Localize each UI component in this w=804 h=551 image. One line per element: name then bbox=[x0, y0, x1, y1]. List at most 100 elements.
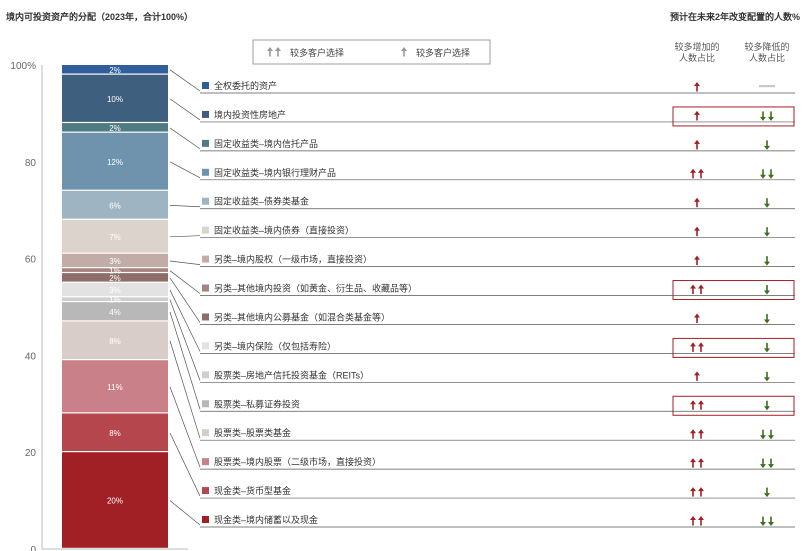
category-label: 另类–境内股权（一级市场，直接投资） bbox=[214, 254, 372, 265]
category-label: 现金类–境内储蓄以及现金 bbox=[214, 514, 318, 525]
decrease-arrow-icon bbox=[764, 198, 770, 208]
category-label: 境内投资性房地产 bbox=[214, 109, 286, 120]
category-row: 固定收益类–境内债券（直接投资） bbox=[169, 225, 795, 239]
category-rows: 全权委托的资产境内投资性房地产固定收益类–境内信托产品固定收益类–境内银行理财产… bbox=[169, 69, 795, 528]
category-swatch bbox=[202, 342, 209, 350]
decrease-arrow-icon bbox=[764, 285, 770, 295]
segment-value-label: 2% bbox=[109, 66, 121, 75]
decrease-arrow-icon bbox=[768, 429, 774, 440]
bar-segment bbox=[62, 65, 168, 74]
category-swatch bbox=[202, 313, 209, 321]
increase-arrow-icon bbox=[698, 516, 704, 526]
increase-arrow-icon bbox=[690, 168, 696, 179]
connector-line bbox=[169, 69, 201, 92]
segment-value-label: 2% bbox=[109, 124, 121, 133]
category-label: 固定收益类–境内银行理财产品 bbox=[214, 167, 336, 178]
highlight-box bbox=[672, 395, 795, 416]
increase-arrow-icon bbox=[694, 197, 700, 208]
decrease-arrow-icon bbox=[760, 516, 766, 526]
connector-line bbox=[169, 161, 201, 179]
category-label: 固定收益类–境内债券（直接投资） bbox=[214, 225, 354, 236]
decrease-arrow-icon bbox=[768, 169, 774, 179]
connector-line bbox=[169, 299, 201, 381]
bar-segment bbox=[62, 74, 168, 122]
category-label: 另类–境内保险（仅包括寿险） bbox=[214, 340, 336, 351]
category-row: 现金类–货币型基金 bbox=[169, 432, 795, 499]
connector-line bbox=[169, 98, 201, 121]
category-row: 全权委托的资产 bbox=[169, 69, 795, 94]
increase-arrow-icon bbox=[690, 429, 696, 439]
increase-arrow-icon bbox=[698, 342, 704, 352]
increase-arrow-icon bbox=[698, 429, 704, 439]
legend-single-arrow-icon bbox=[401, 47, 407, 57]
category-label: 另类–其他境内投资（如黄金、衍生品、收藏品等） bbox=[214, 283, 417, 294]
category-row: 另类–其他境内投资（如黄金、衍生品、收藏品等） bbox=[169, 270, 795, 301]
connector-line bbox=[169, 270, 201, 294]
category-swatch bbox=[202, 139, 209, 147]
segment-value-label: 12% bbox=[107, 158, 123, 167]
bar-segment bbox=[62, 123, 168, 132]
category-row: 固定收益类–债券类基金 bbox=[169, 196, 795, 210]
stacked-bar: 20%8%11%8%4%1%3%2%1%3%7%6%12%2%10%2% bbox=[62, 65, 168, 548]
increase-arrow-icon bbox=[698, 487, 704, 497]
bar-segment bbox=[62, 273, 168, 282]
increase-arrow-icon bbox=[694, 313, 700, 323]
category-label: 股票类–房地产信托投资基金（REITs） bbox=[214, 369, 369, 380]
decrease-arrow-icon bbox=[764, 227, 770, 237]
chart-title: 境内可投资资产的分配（2023年，合计100%） bbox=[6, 11, 193, 22]
increase-arrow-icon bbox=[698, 458, 704, 468]
connector-line bbox=[169, 127, 201, 150]
increase-arrow-icon bbox=[698, 284, 704, 295]
increase-arrow-icon bbox=[690, 400, 696, 410]
increase-arrow-icon bbox=[694, 226, 700, 237]
category-swatch bbox=[202, 400, 209, 408]
no-change-dash bbox=[759, 85, 775, 88]
category-swatch bbox=[202, 168, 209, 176]
category-swatch bbox=[202, 458, 209, 466]
decrease-arrow-icon bbox=[760, 169, 766, 179]
y-tick-label: 60 bbox=[25, 255, 37, 266]
category-swatch bbox=[202, 197, 209, 205]
category-row: 另类–其他境内公募基金（如混合类基金等） bbox=[169, 277, 795, 325]
legend-double-arrow-icon bbox=[267, 47, 281, 57]
bar-segment bbox=[62, 297, 168, 301]
header-decrease-line2: 人数占比 bbox=[749, 52, 785, 63]
bar-segment bbox=[62, 132, 168, 190]
segment-value-label: 8% bbox=[109, 429, 121, 438]
increase-arrow-icon bbox=[698, 168, 704, 179]
decrease-arrow-icon bbox=[764, 487, 770, 498]
connector-line bbox=[169, 235, 201, 238]
category-row: 固定收益类–境内银行理财产品 bbox=[169, 161, 795, 181]
segment-value-label: 1% bbox=[109, 267, 121, 276]
y-tick-label: 0 bbox=[30, 545, 36, 551]
category-swatch bbox=[202, 284, 209, 292]
segment-value-label: 2% bbox=[109, 274, 121, 283]
category-row: 现金类–境内储蓄以及现金 bbox=[169, 500, 795, 528]
connector-line bbox=[169, 289, 201, 352]
increase-arrow-icon bbox=[690, 284, 696, 295]
legend-up-arrow-icon bbox=[401, 47, 407, 57]
segment-value-label: 4% bbox=[109, 308, 121, 317]
increase-arrow-icon bbox=[690, 458, 696, 468]
segment-value-label: 11% bbox=[107, 383, 122, 392]
connector-line bbox=[169, 260, 201, 265]
category-label: 股票类–私募证券投资 bbox=[214, 398, 300, 409]
increase-arrow-icon bbox=[690, 487, 696, 497]
category-swatch bbox=[202, 516, 209, 523]
connector-line bbox=[169, 432, 201, 497]
decrease-arrow-icon bbox=[760, 429, 766, 440]
segment-value-label: 3% bbox=[109, 286, 121, 295]
header-increase-line2: 人数占比 bbox=[679, 52, 715, 63]
segment-value-label: 1% bbox=[109, 296, 121, 305]
decrease-arrow-icon bbox=[768, 458, 774, 469]
decrease-arrow-icon bbox=[760, 111, 766, 121]
connector-line bbox=[169, 500, 201, 526]
highlight-box bbox=[672, 280, 795, 301]
bar-segment bbox=[62, 282, 168, 297]
bar-segment bbox=[62, 268, 168, 272]
y-tick-label: 20 bbox=[25, 448, 37, 459]
y-tick-label: 40 bbox=[25, 351, 37, 362]
decrease-arrow-icon bbox=[768, 111, 774, 121]
legend-label-double: 较多客户选择 bbox=[290, 47, 344, 58]
